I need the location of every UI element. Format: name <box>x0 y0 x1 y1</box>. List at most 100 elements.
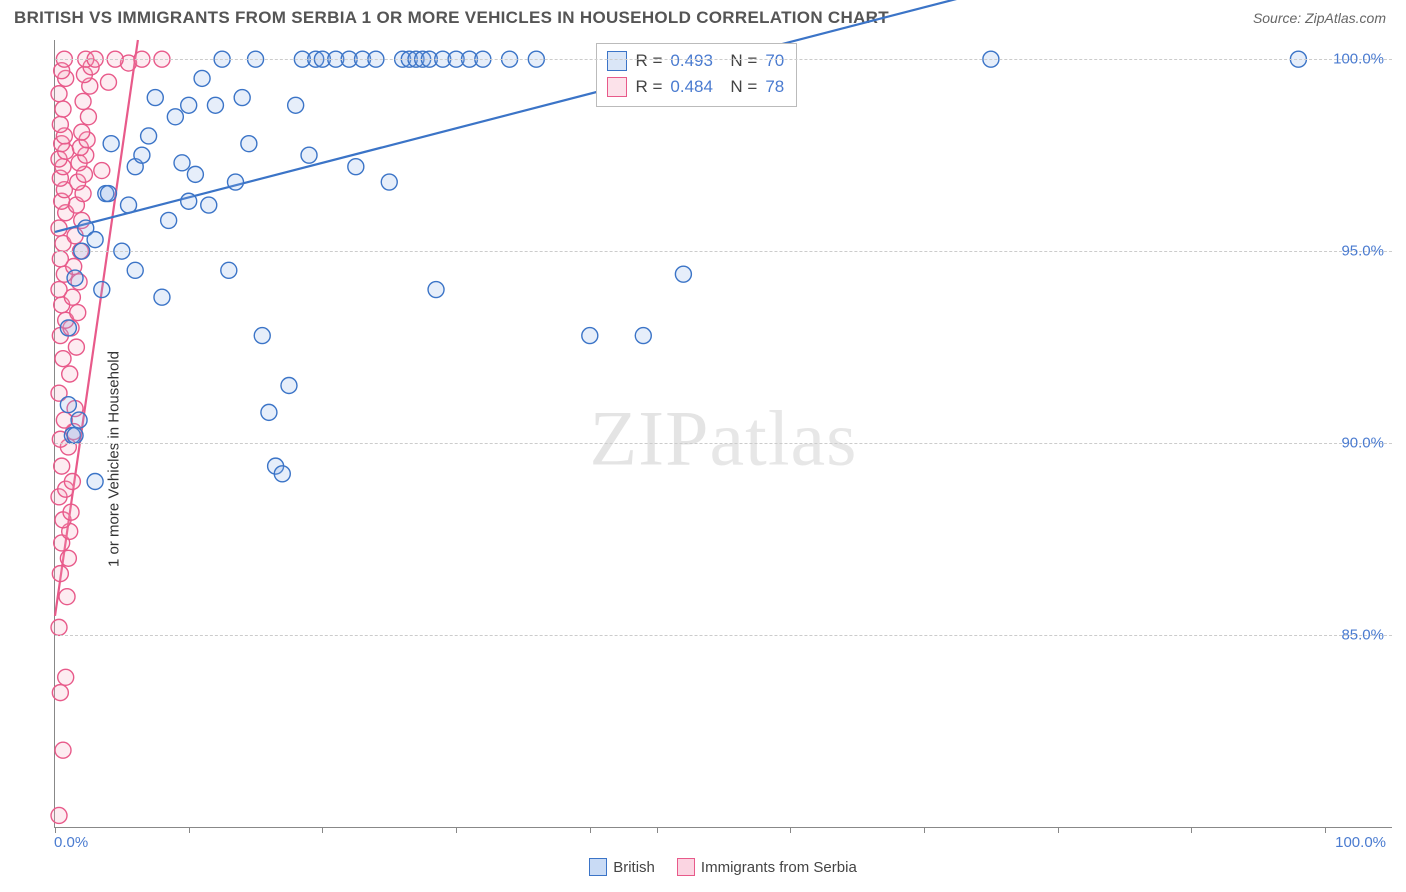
stat-row: R = 0.484 N = 78 <box>607 74 784 100</box>
stat-n-label: N = <box>721 74 757 100</box>
data-point <box>103 136 119 152</box>
data-point <box>127 262 143 278</box>
data-point <box>71 412 87 428</box>
correlation-stats-box: R = 0.493 N = 70R = 0.484 N = 78 <box>596 43 797 107</box>
plot-area: ZIPatlas R = 0.493 N = 70R = 0.484 N = 7… <box>54 40 1392 828</box>
stat-n-label: N = <box>721 48 757 74</box>
data-point <box>74 124 90 140</box>
data-point <box>100 186 116 202</box>
x-tick <box>55 827 56 833</box>
data-point <box>59 589 75 605</box>
data-point <box>381 174 397 190</box>
scatter-svg <box>55 40 1392 827</box>
data-point <box>675 266 691 282</box>
data-point <box>201 197 217 213</box>
data-point <box>207 97 223 113</box>
data-point <box>234 90 250 106</box>
data-point <box>51 220 67 236</box>
data-point <box>51 282 67 298</box>
x-tick <box>322 827 323 833</box>
data-point <box>281 378 297 394</box>
data-point <box>348 159 364 175</box>
data-point <box>100 74 116 90</box>
data-point <box>55 101 71 117</box>
y-tick-label: 100.0% <box>1333 51 1384 68</box>
data-point <box>134 147 150 163</box>
chart-title: BRITISH VS IMMIGRANTS FROM SERBIA 1 OR M… <box>14 8 889 28</box>
data-point <box>301 147 317 163</box>
data-point <box>428 282 444 298</box>
x-tick <box>1058 827 1059 833</box>
data-point <box>68 339 84 355</box>
x-tick <box>189 827 190 833</box>
stat-r-label: R = <box>635 74 662 100</box>
data-point <box>52 685 68 701</box>
data-point <box>635 328 651 344</box>
gridline <box>55 59 1392 60</box>
data-point <box>582 328 598 344</box>
data-point <box>274 466 290 482</box>
data-point <box>94 282 110 298</box>
data-point <box>154 289 170 305</box>
data-point <box>67 427 83 443</box>
data-point <box>181 193 197 209</box>
stat-n-value: 70 <box>765 48 784 74</box>
data-point <box>227 174 243 190</box>
x-tick <box>790 827 791 833</box>
data-point <box>194 70 210 86</box>
data-point <box>52 116 68 132</box>
stat-n-value: 78 <box>765 74 784 100</box>
data-point <box>54 458 70 474</box>
y-tick-label: 95.0% <box>1341 243 1384 260</box>
data-point <box>87 232 103 248</box>
data-point <box>60 320 76 336</box>
legend-label: British <box>613 859 655 876</box>
x-tick <box>590 827 591 833</box>
data-point <box>60 550 76 566</box>
data-point <box>221 262 237 278</box>
chart-container: 1 or more Vehicles in Household ZIPatlas… <box>14 40 1392 878</box>
data-point <box>64 473 80 489</box>
data-point <box>62 366 78 382</box>
x-axis-min-label: 0.0% <box>54 834 88 851</box>
data-point <box>75 93 91 109</box>
stat-r-value: 0.493 <box>670 48 713 74</box>
legend-swatch <box>589 858 607 876</box>
data-point <box>241 136 257 152</box>
data-point <box>51 807 67 823</box>
data-point <box>67 270 83 286</box>
x-tick <box>657 827 658 833</box>
stat-swatch <box>607 51 627 71</box>
data-point <box>55 351 71 367</box>
data-point <box>181 97 197 113</box>
source-attribution: Source: ZipAtlas.com <box>1253 10 1386 26</box>
data-point <box>87 473 103 489</box>
x-tick <box>1325 827 1326 833</box>
gridline <box>55 635 1392 636</box>
legend-item: Immigrants from Serbia <box>677 858 857 876</box>
data-point <box>161 212 177 228</box>
y-tick-label: 90.0% <box>1341 435 1384 452</box>
x-axis-max-label: 100.0% <box>1335 834 1386 851</box>
legend: British Immigrants from Serbia <box>54 856 1392 878</box>
data-point <box>63 504 79 520</box>
x-axis-labels: 0.0% 100.0% <box>54 834 1392 854</box>
data-point <box>52 251 68 267</box>
y-tick-label: 85.0% <box>1341 627 1384 644</box>
data-point <box>52 566 68 582</box>
data-point <box>55 742 71 758</box>
stat-swatch <box>607 77 627 97</box>
data-point <box>167 109 183 125</box>
data-point <box>94 163 110 179</box>
legend-label: Immigrants from Serbia <box>701 859 857 876</box>
data-point <box>254 328 270 344</box>
x-tick <box>456 827 457 833</box>
legend-swatch <box>677 858 695 876</box>
data-point <box>51 86 67 102</box>
data-point <box>261 404 277 420</box>
data-point <box>51 619 67 635</box>
stat-row: R = 0.493 N = 70 <box>607 48 784 74</box>
data-point <box>60 397 76 413</box>
stat-r-label: R = <box>635 48 662 74</box>
data-point <box>58 669 74 685</box>
